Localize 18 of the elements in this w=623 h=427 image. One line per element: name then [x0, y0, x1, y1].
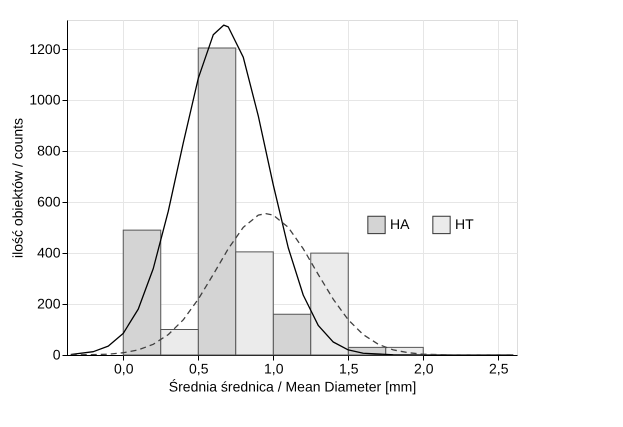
- x-tick-label: 1,0: [264, 360, 284, 376]
- legend-label: HA: [390, 216, 410, 232]
- x-tick-label: 0,0: [114, 360, 134, 376]
- y-tick-label: 1000: [29, 92, 61, 108]
- y-tick-label: 200: [37, 296, 61, 312]
- y-axis-title: ilość obiektów / counts: [9, 118, 26, 258]
- x-tick-label: 2,0: [414, 360, 434, 376]
- y-tick-label: 1200: [29, 40, 61, 57]
- legend-label: HT: [455, 216, 474, 232]
- y-tick-label: 400: [37, 244, 61, 261]
- y-tick-label: 0: [52, 346, 61, 362]
- y-tick-label: 600: [37, 194, 61, 210]
- x-axis-title: Średnia średnica / Mean Diameter [mm]: [168, 378, 416, 394]
- x-tick-label: 0,5: [189, 360, 209, 376]
- line-series: [70, 212, 514, 355]
- y-tick-label: 800: [37, 142, 61, 159]
- x-tick-label: 2,5: [489, 360, 509, 376]
- x-tick-label: 1,5: [339, 360, 359, 376]
